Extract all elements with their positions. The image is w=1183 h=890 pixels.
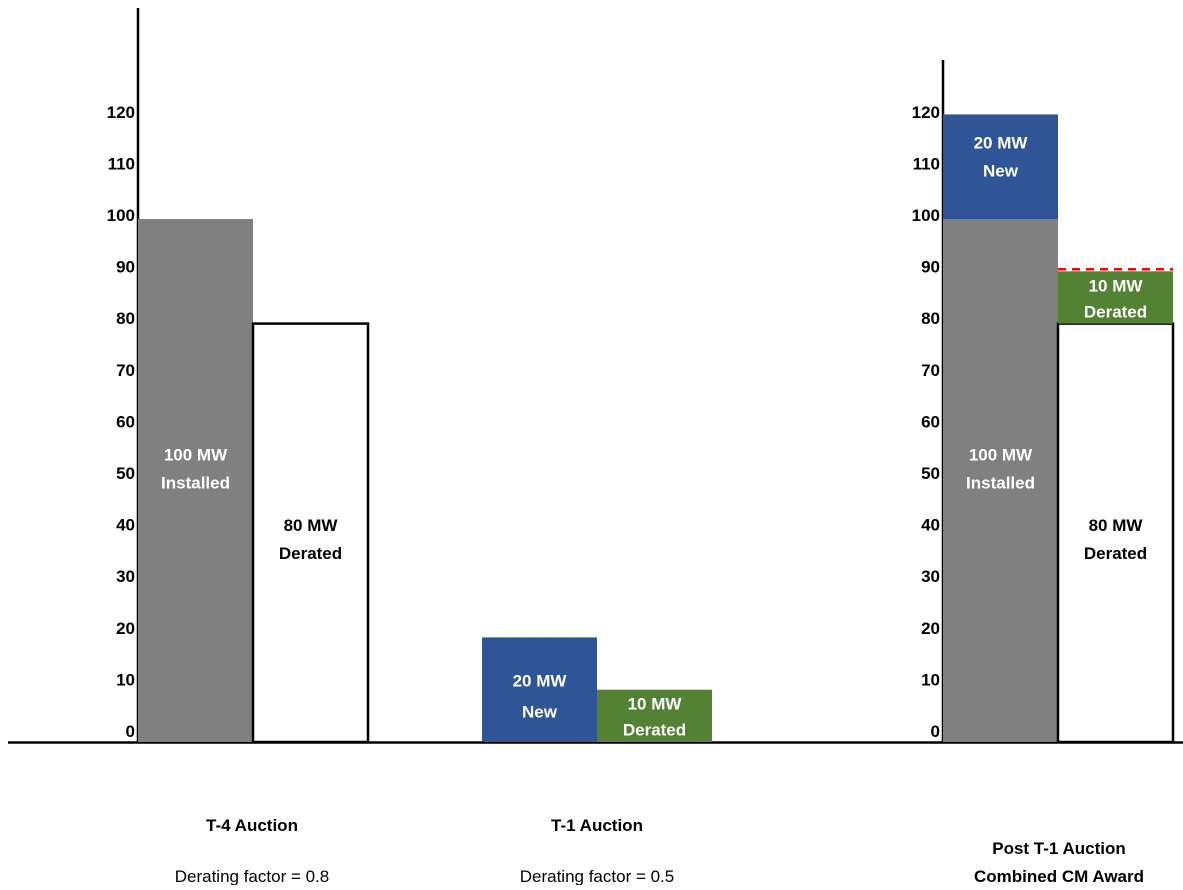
y-tick-label-left: 30 (116, 567, 135, 586)
bar-label-value: 80 MW (284, 516, 339, 535)
y-tick-label-right: 90 (921, 258, 940, 277)
bar-label-type: New (983, 161, 1019, 180)
group-title: T-4 Auction (206, 816, 298, 835)
y-tick-label-left: 110 (108, 154, 135, 173)
bar-segment (597, 689, 712, 742)
bar-label-value: 80 MW (1089, 516, 1144, 535)
y-tick-label-right: 50 (921, 464, 940, 483)
bar-label-value: 100 MW (164, 446, 228, 465)
y-tick-label-right: 80 (921, 309, 940, 328)
y-tick-label-left: 0 (126, 722, 135, 741)
bar-segment (1056, 322, 1175, 744)
y-tick-label-right: 110 (913, 154, 940, 173)
bar-label-value: 10 MW (628, 695, 683, 714)
y-tick-label-right: 30 (921, 567, 940, 586)
y-tick-label-right: 10 (921, 670, 940, 689)
y-tick-label-left: 60 (116, 412, 135, 431)
y-tick-label-right: 40 (921, 516, 940, 535)
bar-label-type: Derated (1084, 544, 1147, 563)
group-subtitle: Derating factor = 0.8 (175, 867, 330, 885)
group-title: T-1 Auction (551, 816, 643, 835)
bar-label-type: Derated (623, 721, 686, 740)
y-tick-label-left: 20 (116, 619, 135, 638)
bar-segment (943, 219, 1058, 742)
group-captions: T-4 Auction Derating factor = 0.8 T-1 Auct… (175, 816, 1144, 886)
bar-label-value: 100 MW (969, 446, 1033, 465)
y-tick-label-left: 80 (116, 309, 135, 328)
y-ticks-left: 0 10 20 30 40 50 60 70 80 90 100 110 120 (107, 103, 135, 741)
y-tick-label-left: 100 (107, 206, 135, 225)
bars: 100 MW Installed 80 MW Derated 20 MW New 10 MW… (138, 114, 1175, 744)
bar-segment (251, 322, 370, 744)
y-tick-label-right: 70 (921, 361, 940, 380)
bar-label-value: 20 MW (513, 671, 568, 690)
y-tick-label-left: 90 (116, 258, 135, 277)
bar-label-type: Installed (161, 474, 230, 493)
y-tick-label-right: 120 (912, 103, 940, 122)
y-tick-label-left: 120 (107, 103, 135, 122)
y-ticks-right: 0 10 20 30 40 50 60 70 80 90 100 110 120 (912, 103, 940, 741)
y-tick-label-right: 60 (921, 412, 940, 431)
y-tick-label-right: 0 (931, 722, 940, 741)
bar-label-type: Derated (279, 544, 342, 563)
y-tick-label-right: 20 (921, 619, 940, 638)
bar-segment (482, 637, 597, 742)
bar-label-type: New (522, 702, 558, 721)
group-title: Post T-1 Auction (992, 839, 1126, 858)
y-tick-label-left: 70 (116, 361, 135, 380)
y-tick-label-left: 50 (116, 464, 135, 483)
bar-segment (943, 114, 1058, 219)
y-tick-label-right: 100 (912, 206, 940, 225)
bar-label-value: 20 MW (974, 133, 1029, 152)
bar-label-type: Derated (1084, 302, 1147, 321)
y-tick-label-left: 10 (116, 670, 135, 689)
group-subtitle: Derating factor = 0.5 (520, 867, 675, 885)
y-tick-label-left: 40 (116, 516, 135, 535)
bar-label-value: 10 MW (1089, 276, 1144, 295)
bar-label-type: Installed (966, 474, 1035, 493)
group-subtitle: Combined CM Award (974, 867, 1144, 885)
bar-segment (138, 219, 253, 742)
bar-segment (1058, 271, 1173, 324)
